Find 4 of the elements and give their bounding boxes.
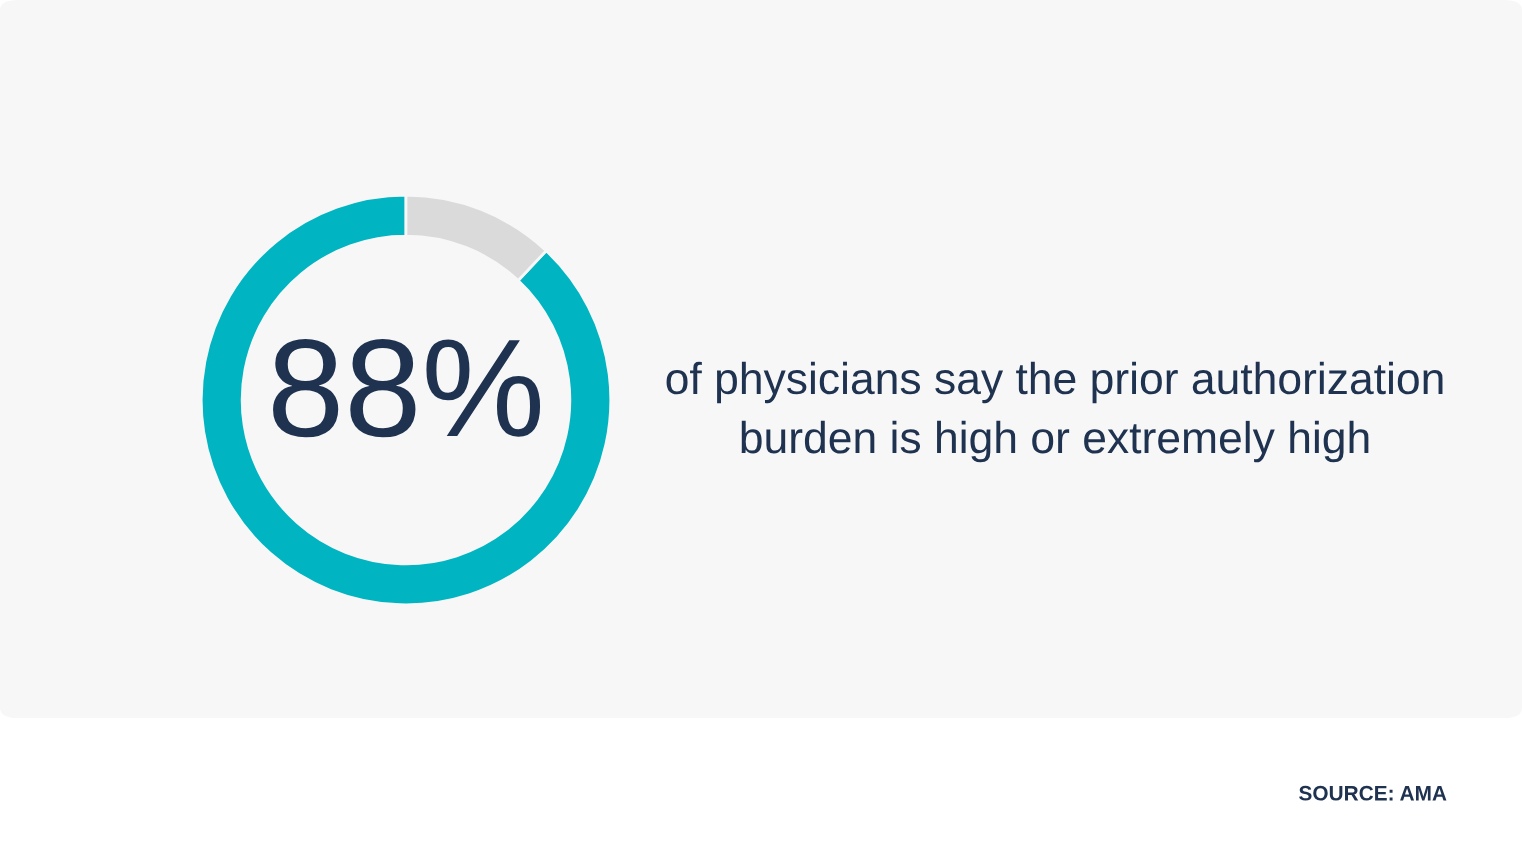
donut-slice xyxy=(199,193,613,607)
text: of physicians say the prior authorization burden is high or extremely high xyxy=(666,361,1443,463)
data-label: 88% xyxy=(273,338,541,438)
source-note: SOURCE: AMA xyxy=(1299,785,1447,801)
